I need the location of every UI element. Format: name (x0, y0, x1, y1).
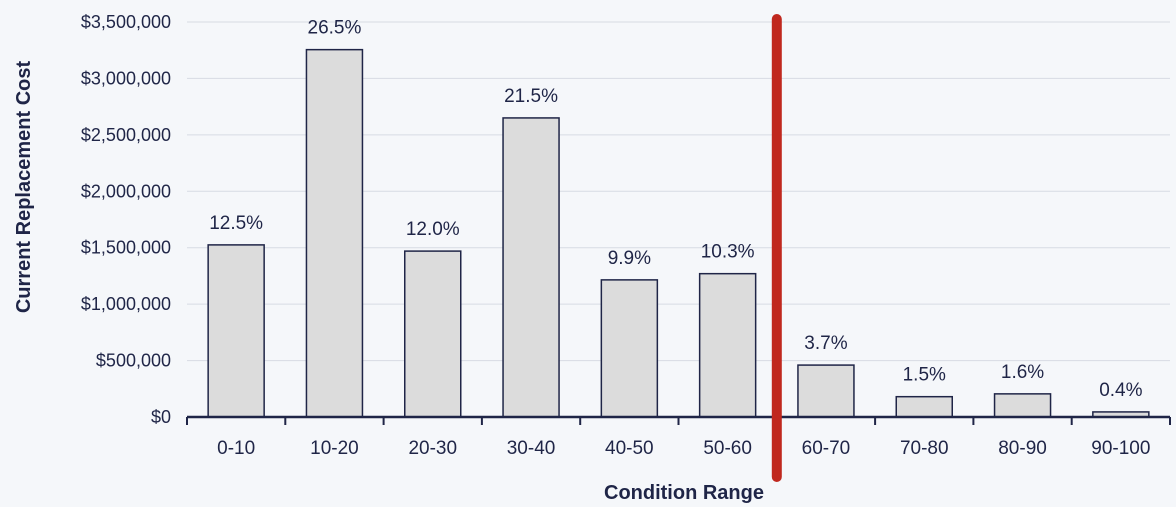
x-tick-label: 40-50 (605, 438, 654, 459)
bar-40-50 (600, 279, 659, 418)
y-tick-label: $0 (151, 407, 171, 427)
bar-20-30 (404, 250, 462, 418)
y-axis-title: Current Replacement Cost (13, 61, 35, 314)
data-label: 10.3% (701, 242, 755, 263)
x-tick-label: 60-70 (802, 438, 851, 459)
x-tick-label: 10-20 (310, 438, 359, 459)
y-tick-label: $3,000,000 (81, 68, 171, 88)
x-tick-label: 70-80 (900, 438, 949, 459)
data-label: 26.5% (308, 18, 362, 39)
bar-30-40 (502, 117, 560, 418)
data-label: 0.4% (1099, 380, 1142, 401)
data-labels: 12.5% 26.5% 12.0% 21.5% 9.9% 10.3% 3.7% 1.5% 1.6… (209, 18, 1142, 401)
data-label: 1.5% (903, 365, 946, 386)
data-label: 3.7% (804, 333, 847, 354)
y-tick-label: $500,000 (96, 351, 171, 371)
bar-80-90 (993, 393, 1052, 418)
data-label: 12.0% (406, 219, 460, 240)
bar-0-10 (207, 244, 265, 418)
data-label: 12.5% (209, 213, 263, 234)
bar-50-60 (698, 272, 757, 418)
bar-60-70 (797, 364, 855, 418)
x-tick-label: 50-60 (703, 438, 752, 459)
y-tick-label: $2,500,000 (81, 125, 171, 145)
y-tick-label: $3,500,000 (81, 12, 171, 32)
bar-10-20 (305, 48, 364, 418)
data-label: 21.5% (504, 86, 558, 107)
x-tick-label: 80-90 (998, 438, 1047, 459)
data-label: 9.9% (608, 248, 651, 269)
y-tick-label: $1,500,000 (81, 238, 171, 258)
bar-70-80 (895, 395, 953, 418)
axes: $0 $500,000 $1,000,000 $1,500,000 $2,000,000… (81, 12, 1171, 459)
x-tick-label: 0-10 (217, 438, 255, 459)
x-tick-label: 20-30 (408, 438, 457, 459)
x-axis-title: Condition Range (604, 482, 764, 504)
y-tick-label: $1,000,000 (81, 294, 171, 314)
y-tick-label: $2,000,000 (81, 181, 171, 201)
x-tick-label: 90-100 (1091, 438, 1150, 459)
x-tick-label: 30-40 (507, 438, 556, 459)
bar-series (207, 48, 1150, 418)
data-label: 1.6% (1001, 362, 1044, 383)
